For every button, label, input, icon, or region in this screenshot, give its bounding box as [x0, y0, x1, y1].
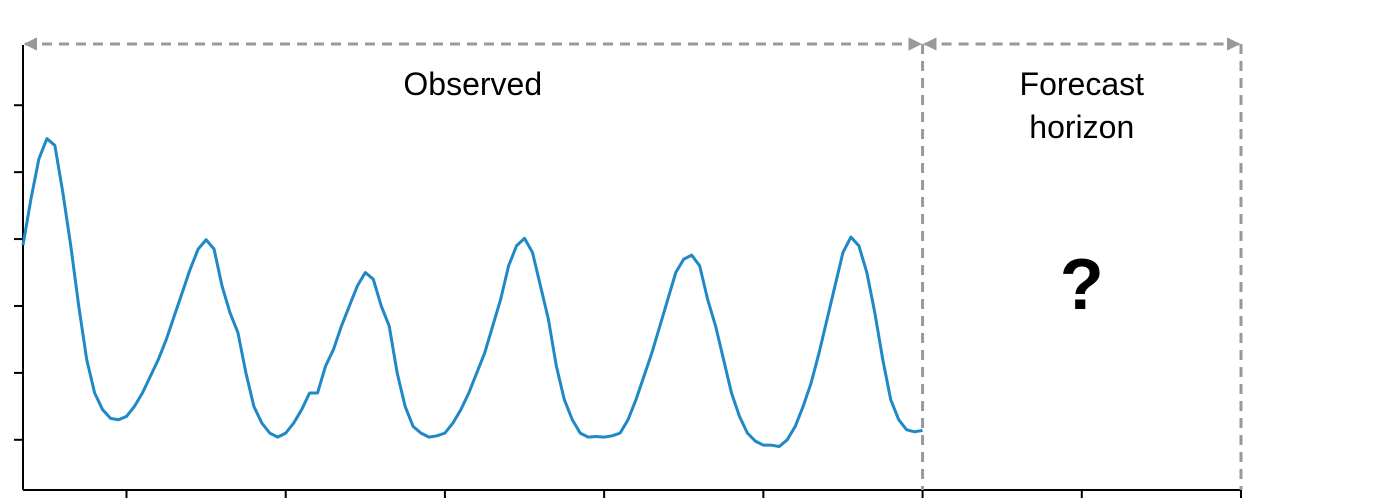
question-mark: ? — [1059, 245, 1104, 325]
forecast-label: Forecast horizon — [1019, 66, 1145, 145]
observed-label: Observed — [403, 66, 543, 102]
series-line — [21, 137, 923, 448]
